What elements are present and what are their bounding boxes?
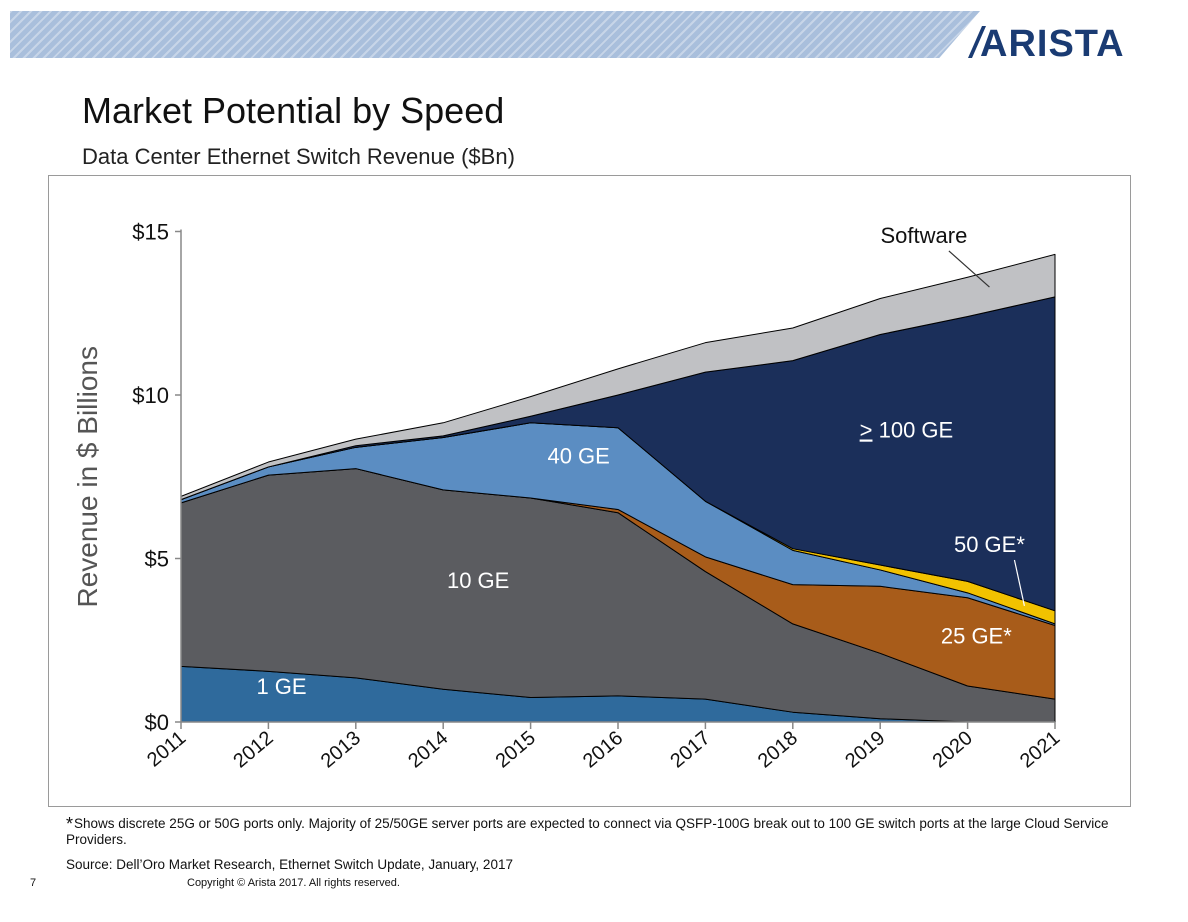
logo-text: ARISTA [980,23,1125,60]
y-axis-title: Revenue in $ Billions [72,346,103,608]
x-tick-label: 2013 [317,727,365,772]
series-label-50-ge: 50 GE* [954,532,1025,557]
series-label-40-ge: 40 GE [547,444,609,469]
y-tick-label: $10 [132,383,169,408]
logo-slash [968,26,986,58]
y-tick-label: $0 [145,710,169,735]
footnote-marker: * [66,814,74,834]
footnote-text: Shows discrete 25G or 50G ports only. Ma… [66,816,1109,847]
copyright: Copyright © Arista 2017. All rights rese… [187,877,400,889]
series-labels-group: 1 GE 10 GE 25 GE* 40 GE 50 GE* > 100 GE Softwa… [256,223,1025,699]
series-label-25-ge: 25 GE* [941,624,1012,649]
arista-logo: ARISTA [968,23,1125,60]
header-banner [10,11,980,58]
leader-line-software [948,250,990,288]
x-tick-label: 2014 [404,727,452,772]
series-label-100-ge: > 100 GE [860,418,954,443]
series-label-1-ge: 1 GE [256,674,306,699]
series-area-software [180,253,1056,501]
x-tick-label: 2020 [929,727,977,772]
leader-line-50-ge [1013,559,1025,607]
x-tick-label: 2016 [579,727,627,772]
y-tick-label: $15 [132,220,169,245]
y-tick-label: $5 [145,547,169,572]
x-tick-label: 2018 [754,727,802,772]
x-tick-label: 2012 [229,727,277,772]
slide-title: Market Potential by Speed [82,90,505,131]
footnote: *Shows discrete 25G or 50G ports only. M… [66,814,1116,848]
source-note: Source: Dell’Oro Market Research, Ethern… [66,857,513,872]
page-number: 7 [30,877,37,889]
x-tick-label: 2021 [1016,727,1064,772]
area-series-group [180,253,1056,723]
series-label-10-ge: 10 GE [447,568,509,593]
x-tick-label: 2019 [841,727,889,772]
series-label-software: Software [880,223,967,248]
x-tick-label: 2015 [492,727,540,772]
slide-subtitle: Data Center Ethernet Switch Revenue ($Bn… [82,144,515,169]
x-tick-label: 2017 [666,727,714,772]
